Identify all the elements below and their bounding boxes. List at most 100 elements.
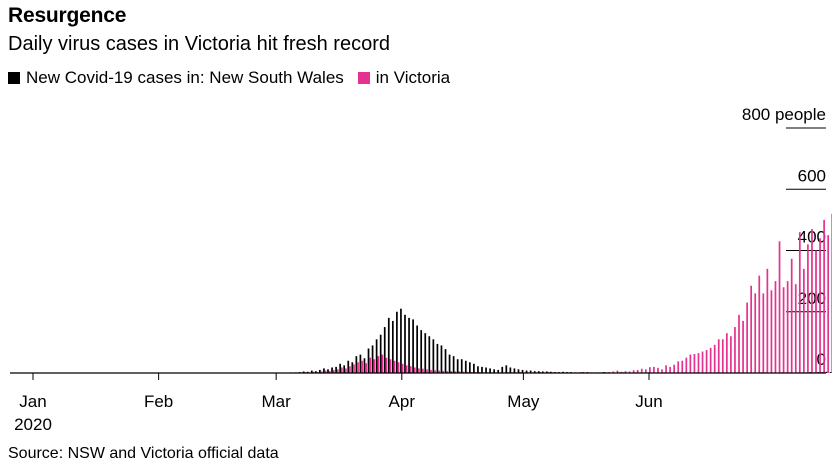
bar-victoria: [341, 367, 343, 373]
bar-victoria: [653, 366, 655, 373]
legend-label-victoria: in Victoria: [375, 68, 451, 87]
bar-victoria: [811, 229, 813, 373]
bar-victoria: [320, 371, 323, 373]
bar-nsw: [464, 360, 467, 373]
bar-nsw: [440, 345, 443, 373]
bar-victoria: [442, 370, 445, 373]
bar-victoria: [628, 371, 631, 373]
bar-nsw: [371, 345, 374, 373]
bar-nsw: [306, 371, 309, 373]
bar-victoria: [730, 336, 732, 373]
bar-victoria: [665, 365, 667, 373]
bar-victoria: [786, 281, 789, 373]
bar-nsw: [493, 369, 495, 373]
bar-nsw: [468, 362, 471, 373]
bar-nsw: [355, 356, 358, 373]
y-tick-label: 600: [798, 166, 826, 185]
bar-nsw: [314, 371, 317, 373]
bar-victoria: [681, 360, 684, 373]
bar-victoria: [640, 368, 643, 373]
bar-victoria: [409, 366, 412, 373]
bar-victoria: [632, 370, 635, 373]
bar-victoria: [369, 357, 372, 373]
bar-nsw: [562, 371, 564, 373]
bar-victoria: [677, 361, 680, 373]
y-tick-label: 0: [817, 350, 826, 369]
bar-nsw: [363, 358, 366, 373]
bar-victoria: [381, 354, 384, 373]
bar-victoria: [762, 293, 765, 373]
bar-nsw: [525, 370, 528, 373]
bar-victoria: [734, 327, 736, 373]
bar-victoria: [624, 371, 627, 373]
bar-victoria: [709, 347, 712, 373]
chart-subtitle: Daily virus cases in Victoria hit fresh …: [8, 33, 390, 55]
bar-victoria: [401, 363, 404, 373]
bar-victoria: [803, 268, 805, 373]
bar-nsw: [541, 371, 544, 373]
bar-nsw: [331, 367, 333, 373]
bar-victoria: [462, 371, 465, 373]
bar-nsw: [420, 330, 423, 373]
bar-nsw: [416, 325, 418, 373]
bar-nsw: [550, 371, 552, 373]
chart-title: Resurgence: [8, 4, 127, 27]
bar-nsw: [460, 359, 463, 373]
bar-victoria: [798, 232, 801, 373]
bar-victoria: [345, 368, 347, 373]
legend-item-nsw: New Covid-19 cases in: New South Wales: [8, 68, 344, 88]
bar-nsw: [323, 368, 325, 373]
bar-victoria: [328, 370, 331, 373]
bar-victoria: [389, 359, 392, 373]
bar-victoria: [782, 287, 785, 373]
bar-nsw: [497, 369, 500, 373]
bar-victoria: [385, 357, 388, 373]
bar-victoria: [823, 219, 825, 373]
bar-nsw: [375, 339, 378, 373]
bar-nsw: [310, 370, 313, 373]
bar-nsw: [501, 366, 504, 373]
bar-nsw: [379, 334, 382, 373]
bar-nsw: [335, 366, 337, 373]
bar-victoria: [438, 370, 440, 373]
bar-nsw: [489, 368, 491, 373]
bar-victoria: [636, 369, 639, 373]
bar-nsw: [537, 371, 540, 373]
bar-victoria: [357, 362, 359, 373]
bar-nsw: [404, 314, 406, 373]
bar-nsw: [452, 356, 455, 373]
bar-victoria: [742, 320, 744, 373]
bar-victoria: [721, 339, 724, 373]
bar-nsw: [436, 343, 439, 373]
bar-victoria: [616, 370, 619, 373]
bar-victoria: [361, 360, 363, 373]
x-tick-label: May: [507, 392, 540, 411]
bar-victoria: [701, 351, 704, 373]
bar-victoria: [819, 238, 821, 373]
bar-victoria: [697, 353, 700, 373]
bar-nsw: [517, 369, 520, 373]
bar-victoria: [754, 293, 757, 373]
bar-victoria: [413, 367, 416, 373]
bar-victoria: [827, 235, 830, 373]
bar-victoria: [673, 364, 676, 373]
bar-victoria: [713, 344, 716, 373]
bar-nsw: [359, 354, 362, 373]
bar-victoria: [397, 362, 400, 373]
bar-nsw: [829, 372, 832, 373]
bar-victoria: [430, 369, 432, 373]
bar-victoria: [353, 364, 355, 373]
bar-nsw: [400, 308, 402, 373]
legend-item-victoria: in Victoria: [357, 68, 451, 88]
legend-label-nsw: New Covid-19 cases in: New South Wales: [26, 68, 344, 87]
bar-victoria: [746, 302, 748, 373]
bar-victoria: [649, 367, 651, 373]
bar-victoria: [434, 370, 436, 373]
bar-nsw: [383, 327, 386, 373]
x-tick-label: Feb: [144, 392, 173, 411]
x-tick-label: Jun: [635, 392, 662, 411]
bar-victoria: [336, 369, 339, 373]
bar-nsw: [505, 365, 508, 373]
bar-victoria: [669, 366, 671, 373]
